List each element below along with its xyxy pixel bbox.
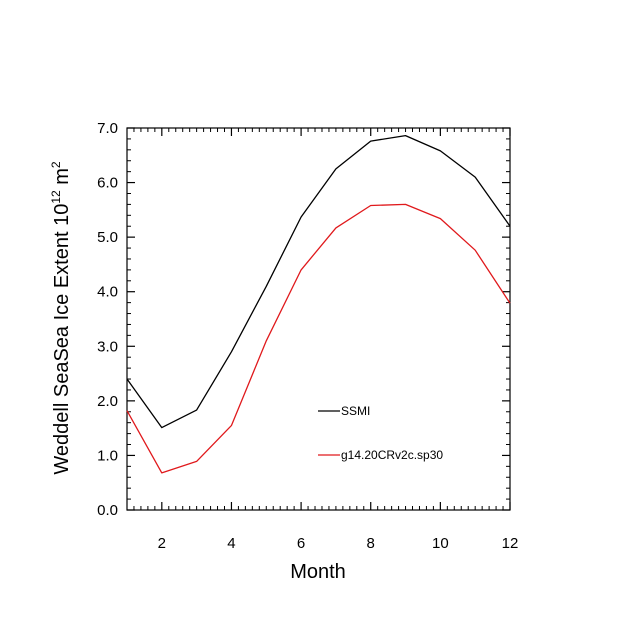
y-axis-title-exp2: 2 — [49, 161, 63, 168]
y-axis-title-base: Weddell SeaSea Ice Extent 10 — [51, 204, 73, 475]
series-line-ssmi — [126, 134, 511, 429]
y-tick-label: 0.0 — [97, 502, 118, 519]
y-axis-title-mid: m — [51, 168, 73, 190]
y-tick-label: 4.0 — [97, 284, 118, 301]
x-tick-label: 4 — [227, 535, 235, 552]
legend-label-model: g14.20CRv2c.sp30 — [341, 448, 443, 462]
y-tick-labels: 0.0 1.0 2.0 3.0 4.0 5.0 6.0 7.0 — [97, 120, 118, 519]
y-tick-label: 5.0 — [97, 229, 118, 246]
minor-ticks — [126, 128, 510, 510]
y-axis-title: Weddell SeaSea Ice Extent 1012 m2 — [49, 161, 73, 475]
y-tick-label: 2.0 — [97, 393, 118, 410]
x-axis-title: Month — [290, 561, 346, 583]
y-tick-label: 3.0 — [97, 338, 118, 355]
plot-area-frame — [126, 127, 511, 511]
y-axis-title-exp1: 12 — [49, 190, 63, 204]
y-tick-label: 6.0 — [97, 175, 118, 192]
major-ticks — [127, 127, 511, 511]
y-tick-label: 7.0 — [97, 120, 118, 137]
x-tick-label: 10 — [432, 535, 449, 552]
series-lines — [126, 134, 511, 474]
legend-label-ssmi: SSMI — [341, 404, 370, 418]
x-tick-label: 2 — [158, 535, 166, 552]
legend: SSMI g14.20CRv2c.sp30 — [318, 404, 443, 462]
x-tick-labels: 2 4 6 8 10 12 — [158, 535, 519, 552]
x-tick-label: 6 — [297, 535, 305, 552]
series-line-model — [126, 203, 511, 474]
x-tick-label: 8 — [367, 535, 375, 552]
y-tick-label: 1.0 — [97, 447, 118, 464]
x-tick-label: 12 — [502, 535, 519, 552]
